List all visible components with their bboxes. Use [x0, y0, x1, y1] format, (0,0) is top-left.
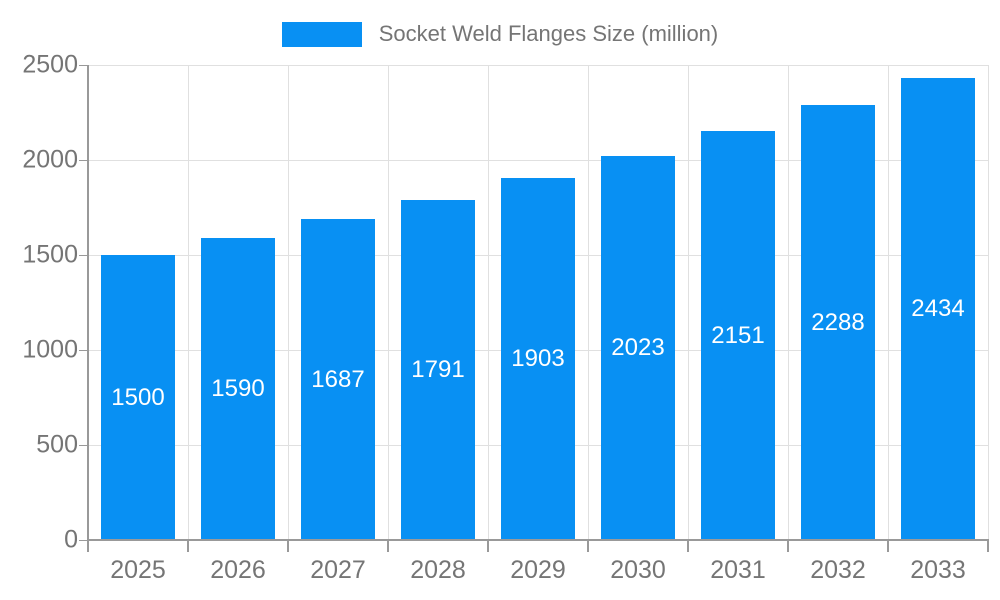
gridline-vertical [288, 65, 289, 540]
gridline-vertical [188, 65, 189, 540]
x-axis-label: 2029 [510, 556, 566, 584]
bar-value-label: 1687 [311, 365, 365, 393]
y-axis-label: 2500 [22, 50, 78, 79]
x-axis-tick [287, 540, 289, 552]
bar-value-label: 1590 [211, 374, 265, 402]
y-axis-label: 500 [36, 430, 78, 459]
gridline-horizontal [88, 160, 988, 161]
bar-value-label: 2151 [711, 321, 765, 349]
bar-value-label: 1791 [411, 355, 465, 383]
y-axis-label: 1000 [22, 335, 78, 364]
gridline-vertical [788, 65, 789, 540]
y-axis-label: 2000 [22, 145, 78, 174]
x-axis-label: 2033 [910, 556, 966, 584]
plot-area: 1500 1590 1687 1791 1903 2023 2151 2288 2434 [87, 65, 989, 541]
bar-value-label: 2023 [611, 333, 665, 361]
x-axis-label: 2028 [410, 556, 466, 584]
bar[interactable]: 2434 [901, 77, 975, 540]
bar[interactable]: 1903 [501, 178, 575, 540]
legend-label: Socket Weld Flanges Size (million) [378, 21, 719, 46]
x-axis-tick [187, 540, 189, 552]
x-axis-tick [887, 540, 889, 552]
gridline-horizontal [88, 65, 988, 66]
y-axis-label: 1500 [22, 240, 78, 269]
bar[interactable]: 2288 [801, 105, 875, 540]
x-axis-tick [987, 540, 989, 552]
y-axis-label: 0 [64, 525, 78, 554]
x-axis-tick [787, 540, 789, 552]
y-axis-line [87, 65, 89, 540]
x-axis-tick [87, 540, 89, 552]
bar-value-label: 2434 [911, 294, 965, 322]
x-axis-tick [487, 540, 489, 552]
bar-value-label: 2288 [811, 308, 865, 336]
gridline-vertical [688, 65, 689, 540]
legend[interactable]: Socket Weld Flanges Size (million) [0, 20, 1000, 48]
bar[interactable]: 1590 [201, 237, 275, 540]
x-axis-label: 2031 [710, 556, 766, 584]
gridline-vertical [388, 65, 389, 540]
x-axis-line [87, 539, 989, 541]
bar[interactable]: 2151 [701, 131, 775, 540]
gridline-vertical [588, 65, 589, 540]
x-axis-label: 2026 [210, 556, 266, 584]
x-axis-label: 2025 [110, 556, 166, 584]
x-axis-label: 2030 [610, 556, 666, 584]
bar[interactable]: 1500 [101, 255, 175, 540]
legend-swatch[interactable] [281, 21, 362, 47]
x-axis-tick [687, 540, 689, 552]
x-axis-label: 2027 [310, 556, 366, 584]
x-axis-label: 2032 [810, 556, 866, 584]
bar[interactable]: 2023 [601, 155, 675, 540]
bar-value-label: 1903 [511, 345, 565, 373]
gridline-vertical [888, 65, 889, 540]
bar[interactable]: 1791 [401, 199, 475, 540]
x-axis-tick [587, 540, 589, 552]
x-axis-tick [387, 540, 389, 552]
bar[interactable]: 1687 [301, 219, 375, 540]
gridline-vertical [988, 65, 989, 540]
bar-value-label: 1500 [111, 383, 165, 411]
gridline-vertical [488, 65, 489, 540]
